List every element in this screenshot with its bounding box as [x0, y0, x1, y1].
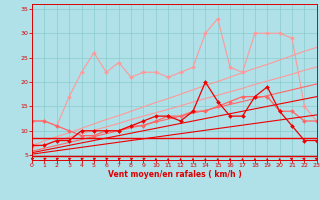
- X-axis label: Vent moyen/en rafales ( km/h ): Vent moyen/en rafales ( km/h ): [108, 170, 241, 179]
